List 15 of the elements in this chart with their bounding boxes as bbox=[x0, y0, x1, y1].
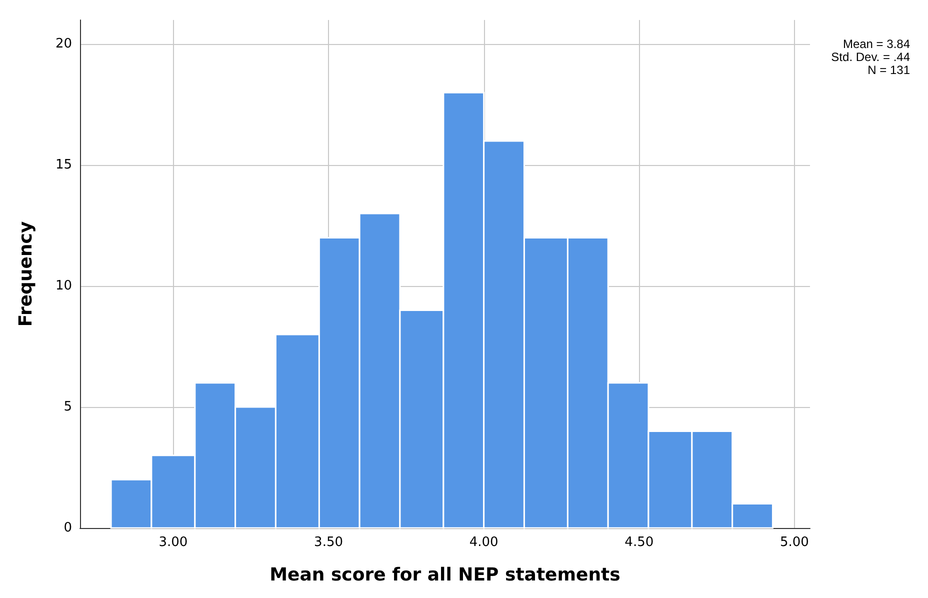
y-tick-label: 0 bbox=[64, 520, 72, 536]
text: Mean = 3.84 bbox=[842, 37, 910, 51]
x-axis-title: Mean score for all NEP statements bbox=[270, 564, 620, 586]
y-tick-label: 20 bbox=[55, 36, 72, 52]
x-tick-label: 4.50 bbox=[624, 535, 654, 550]
y-tick-label: 15 bbox=[55, 158, 72, 173]
y-axis-title: Frequency bbox=[16, 221, 36, 327]
text: N = 131 bbox=[868, 63, 910, 77]
text: Std. Dev. = .44 bbox=[831, 50, 910, 64]
x-tick-label: 4.00 bbox=[469, 535, 498, 550]
y-tick-label: 10 bbox=[55, 278, 72, 294]
x-tick-label: 3.50 bbox=[314, 535, 343, 550]
x-tick-label: 5.00 bbox=[780, 535, 809, 550]
y-tick-label: 5 bbox=[64, 400, 72, 415]
x-tick-label: 3.00 bbox=[158, 535, 188, 550]
